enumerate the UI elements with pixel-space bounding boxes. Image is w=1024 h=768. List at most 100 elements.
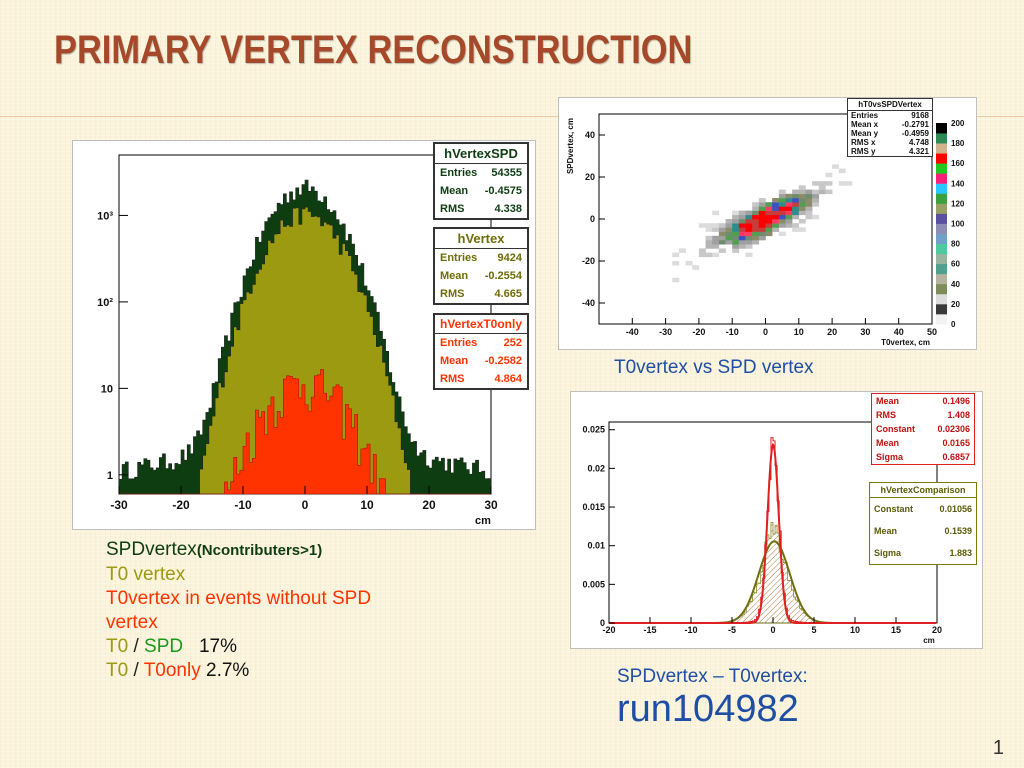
x-tick-label: 40: [894, 327, 904, 337]
fit-box-red: Mean 0.1496 RMS 1.408 Constant 0.02306 Mean…: [871, 393, 975, 465]
fit-box-olive: hVertexComparison Constant 0.01056 Mean 0.…: [869, 482, 977, 565]
x-tick-label: -20: [692, 327, 705, 337]
x-tick-label: 20: [827, 327, 837, 337]
heatmap-cell: [718, 227, 726, 232]
heatmap-cell: [718, 240, 726, 245]
stats-row: Constant 0.01056: [874, 504, 972, 514]
heatmap-cell: [738, 235, 746, 241]
stats-row: Entries 252: [440, 337, 522, 349]
slide-title: PRIMARY VERTEX RECONSTRUCTION: [54, 28, 693, 72]
colorbar-segment: [936, 293, 947, 305]
x-axis-label: cm: [923, 636, 935, 645]
heatmap-cell: [825, 189, 833, 195]
colorbar-segment: [936, 203, 947, 214]
heatmap-cell: [745, 244, 753, 249]
heatmap-cell: [765, 227, 773, 232]
heatmap-cell: [752, 206, 760, 211]
heatmap-cell: [712, 240, 720, 245]
x-tick-label: 5: [811, 625, 816, 635]
heatmap-cell: [758, 219, 766, 224]
heatmap-cell: [792, 214, 800, 220]
heatmap-cell: [732, 219, 740, 224]
x-tick-label: 20: [932, 625, 942, 635]
stats-row: Sigma 1.883: [874, 548, 972, 558]
comparison-caption-run: run104982: [617, 688, 799, 730]
x-tick-label: 15: [891, 625, 901, 635]
title-divider: [0, 116, 1024, 117]
stats-row: RMS 4.665: [440, 288, 522, 300]
heatmap-cell: [778, 210, 786, 216]
colorbar-segment: [936, 173, 947, 184]
heatmap-cell: [805, 214, 813, 220]
x-tick-label: -40: [626, 327, 639, 337]
heatmap-cell: [812, 193, 820, 199]
stats-box-hvertexspd: hVertexSPD Entries 54355 Mean -0.4575 RMS 4…: [433, 142, 529, 220]
heatmap-cell: [778, 219, 786, 224]
heatmap-cell: [765, 206, 773, 211]
stats-row: Mean -0.2554: [440, 270, 522, 282]
heatmap-cell: [765, 231, 773, 237]
x-tick-label: -10: [726, 327, 739, 337]
heatmap-cell: [672, 261, 680, 266]
heatmap-cell: [752, 240, 760, 245]
t0-vs-spd-heatmap: -40 -30 -20 -10 0 10 20 30 40 50-40-2002040T0vert…: [566, 113, 965, 347]
heatmap-cell: [738, 214, 746, 220]
heatmap-cell: [732, 235, 740, 241]
heatmap-cell: [725, 223, 733, 228]
heatmap-cell: [772, 206, 780, 211]
heatmap-cell: [792, 227, 800, 232]
colorbar-tick-label: 200: [951, 119, 965, 128]
colorbar-tick-label: 160: [951, 159, 965, 168]
x-tick-label: -20: [172, 498, 190, 512]
comparison-caption: SPDvertex – T0vertex: run104982: [617, 666, 808, 731]
x-tick-label: 0: [770, 625, 775, 635]
caption-ratio-spd: T0 / SPD 17%: [106, 636, 237, 657]
x-tick-label: -20: [602, 625, 615, 635]
heatmap-cell: [785, 206, 793, 211]
stats-title: hVertexT0only: [435, 315, 527, 334]
heatmap-cell: [765, 210, 773, 216]
x-tick-label: -5: [728, 625, 736, 635]
heatmap-cell: [752, 227, 760, 232]
x-tick-label: 30: [860, 327, 870, 337]
x-tick-label: -10: [234, 498, 252, 512]
heatmap-cell: [732, 231, 740, 237]
fit-curve-red: [609, 442, 937, 624]
heatmap-cell: [778, 231, 786, 237]
x-tick-label: 10: [850, 625, 860, 635]
caption-t0only-line: T0vertex in events without SPD: [106, 588, 372, 609]
heatmap-cell: [712, 223, 720, 228]
heatmap-cell: [785, 219, 793, 224]
heatmap-cell: [798, 189, 806, 195]
stats-title: hVertexComparison: [870, 483, 976, 498]
heatmap-cell: [792, 202, 800, 207]
heatmap-cell: [718, 248, 726, 253]
t0-vs-spd-panel: -40 -30 -20 -10 0 10 20 30 40 50 -40 -20 0 20 40 T0vert…: [558, 97, 977, 350]
heatmap-cell: [765, 202, 773, 207]
caption-ratio-t0only: T0 / T0only 2.7%: [106, 660, 250, 681]
x-axis-label: T0vertex, cm: [881, 338, 930, 347]
y-tick-label: 0.02: [587, 463, 605, 473]
x-tick-label: -10: [684, 625, 697, 635]
caption-t0vertex: T0 vertex: [106, 564, 186, 585]
y-tick-label: 10: [101, 383, 113, 395]
colorbar-segment: [936, 163, 947, 174]
heatmap-cell: [792, 193, 800, 199]
heatmap-cell: [752, 231, 760, 237]
heatmap-cell: [738, 231, 746, 237]
heatmap-cell: [838, 168, 846, 174]
left-caption: SPDvertex(Ncontributers>1) T0 vertex T0v…: [106, 538, 486, 683]
colorbar-segment: [936, 193, 947, 204]
heatmap-cell: [752, 235, 760, 241]
stats-title: hT0vsSPDVertex: [848, 99, 932, 111]
colorbar-tick-label: 120: [951, 199, 965, 208]
x-tick-label: -30: [659, 327, 672, 337]
heatmap-cell: [698, 223, 706, 228]
heatmap-cell: [778, 223, 786, 228]
stats-row: Mean 0.1539: [874, 526, 972, 536]
heatmap-cell: [712, 235, 720, 241]
heatmap-cell: [738, 240, 746, 245]
colorbar-tick-label: 0: [951, 320, 956, 329]
x-tick-label: 50: [927, 327, 937, 337]
heatmap-cell: [712, 244, 720, 249]
